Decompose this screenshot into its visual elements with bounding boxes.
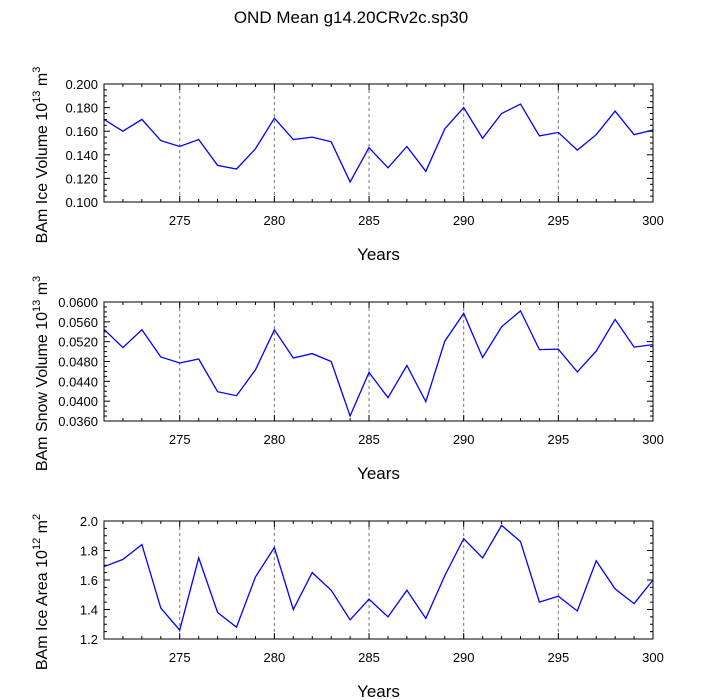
y-tick-label: 0.100	[65, 195, 98, 210]
plot-frame	[103, 83, 654, 203]
y-tick-label: 0.120	[65, 171, 98, 186]
y-axis-label-exp: 12	[31, 538, 43, 550]
y-axis-label-unit-exp: 3	[31, 67, 43, 73]
chart-panel-1: 275 280 285 290 295 300 0.100 0.120 0.140 0.160 0.…	[31, 67, 664, 264]
y-axis-label-unit: m	[34, 520, 51, 538]
y-axis-label: BAm Ice Volume 1013 m3	[31, 67, 51, 244]
y-axis-label-text: BAm Snow Volume 10	[34, 312, 51, 471]
y-axis-label-unit-exp: 3	[31, 276, 43, 282]
y-axis-label: BAm Ice Area 1012 m2	[31, 514, 51, 670]
series-line	[103, 524, 654, 632]
y-tick-label: 0.200	[65, 77, 98, 92]
x-tick-label: 280	[264, 432, 286, 447]
y-tick-label: 0.180	[65, 101, 98, 116]
y-axis-label-text: BAm Ice Volume 10	[34, 103, 51, 244]
x-axis-label: Years	[357, 464, 400, 483]
plot-frame	[103, 520, 654, 640]
x-tick-label: 290	[453, 650, 475, 665]
y-tick-label: 0.0480	[58, 355, 98, 370]
y-tick-label: 1.4	[80, 603, 98, 618]
x-tick-label: 275	[169, 432, 191, 447]
x-tick-label: 285	[358, 432, 380, 447]
x-tick-label: 280	[264, 650, 286, 665]
series-line	[103, 309, 654, 418]
x-tick-label: 295	[547, 432, 569, 447]
y-tick-label: 1.2	[80, 632, 98, 647]
y-axis-label-unit: m	[34, 73, 51, 91]
y-tick-label: 1.8	[80, 544, 98, 559]
y-tick-label: 0.0360	[58, 414, 98, 429]
x-tick-label: 300	[642, 213, 664, 228]
y-tick-label: 1.6	[80, 573, 98, 588]
y-axis-label-exp: 13	[31, 91, 43, 103]
x-tick-label: 280	[264, 213, 286, 228]
x-tick-label: 300	[642, 650, 664, 665]
y-tick-label: 0.0600	[58, 295, 98, 310]
y-tick-label: 0.140	[65, 148, 98, 163]
y-axis-label-unit: m	[34, 282, 51, 300]
x-axis-label: Years	[357, 682, 400, 700]
x-tick-label: 295	[547, 213, 569, 228]
chart-panel-2: 275 280 285 290 295 300 0.0360 0.0400 0.0440 0.04…	[31, 276, 664, 483]
x-tick-label: 300	[642, 432, 664, 447]
y-axis-label: BAm Snow Volume 1013 m3	[31, 276, 51, 471]
y-axis-label-exp: 13	[31, 300, 43, 312]
y-tick-label: 0.0400	[58, 394, 98, 409]
x-tick-label: 285	[358, 650, 380, 665]
y-tick-label: 0.0520	[58, 335, 98, 350]
x-tick-label: 290	[453, 432, 475, 447]
y-tick-label: 0.0440	[58, 374, 98, 389]
x-axis-label: Years	[357, 245, 400, 264]
x-tick-label: 285	[358, 213, 380, 228]
y-tick-label: 0.160	[65, 124, 98, 139]
x-tick-label: 290	[453, 213, 475, 228]
series-line	[103, 103, 654, 184]
x-tick-label: 275	[169, 650, 191, 665]
page-title: OND Mean g14.20CRv2c.sp30	[233, 8, 469, 27]
y-axis-label-text: BAm Ice Area 10	[34, 550, 51, 670]
x-tick-label: 295	[547, 650, 569, 665]
chart-panel-3: 275 280 285 290 295 300 1.2 1.4 1.6 1.8 2.0 Years BA…	[31, 514, 664, 700]
y-tick-label: 2.0	[80, 514, 98, 529]
y-axis-label-unit-exp: 2	[31, 514, 43, 520]
x-tick-label: 275	[169, 213, 191, 228]
y-tick-label: 0.0560	[58, 315, 98, 330]
